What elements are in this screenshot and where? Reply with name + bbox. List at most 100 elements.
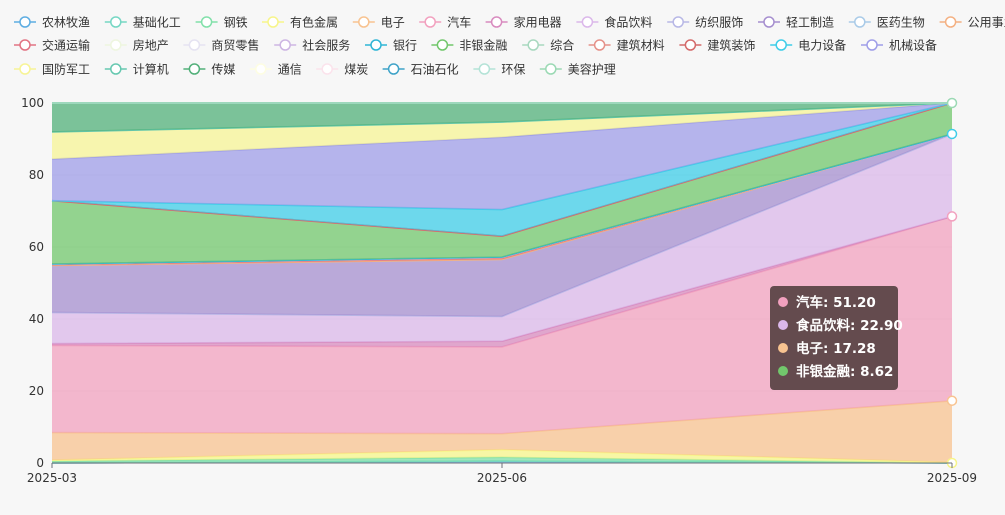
legend-item[interactable]: 环保 bbox=[473, 63, 525, 77]
tooltip-row: 汽车: 51.20 bbox=[778, 292, 890, 315]
legend-item[interactable]: 公用事业 bbox=[939, 16, 1005, 30]
legend-marker bbox=[545, 63, 557, 75]
tooltip-value: 17.28 bbox=[833, 341, 876, 357]
area-series bbox=[51, 97, 958, 469]
legend-item[interactable]: 商贸零售 bbox=[183, 38, 259, 53]
legend-item[interactable]: 石油石化 bbox=[382, 63, 459, 77]
legend-marker bbox=[188, 39, 201, 51]
hover-marker bbox=[946, 211, 958, 222]
area-轻工制造 bbox=[52, 134, 952, 317]
area-传媒 bbox=[52, 103, 952, 132]
area-钢铁 bbox=[52, 457, 952, 463]
y-tick-label: 20 bbox=[29, 384, 44, 398]
legend-label: 通信 bbox=[278, 63, 302, 77]
legend-marker bbox=[424, 16, 436, 28]
area-电子 bbox=[52, 400, 952, 463]
legend-item[interactable]: 社会服务 bbox=[274, 38, 350, 53]
legend-label: 基础化工 bbox=[133, 16, 181, 30]
legend-marker bbox=[19, 16, 31, 28]
legend-label: 纺织服饰 bbox=[695, 16, 743, 30]
legend-marker bbox=[267, 16, 279, 28]
y-tick-label: 100 bbox=[21, 96, 44, 110]
legend-label: 有色金属 bbox=[290, 15, 338, 30]
tooltip-dot bbox=[778, 343, 788, 353]
area-食品饮料 bbox=[52, 134, 952, 344]
legend-item[interactable]: 建筑装饰 bbox=[679, 38, 755, 53]
legend-label: 环保 bbox=[501, 63, 525, 77]
line-电子 bbox=[51, 399, 953, 435]
x-tick-label: 2025-06 bbox=[477, 471, 527, 485]
legend-label: 建筑材料 bbox=[617, 38, 665, 53]
legend-label: 钢铁 bbox=[224, 16, 248, 30]
legend-label: 轻工制造 bbox=[786, 16, 834, 30]
legend-item[interactable]: 轻工制造 bbox=[758, 16, 834, 30]
legend-label: 非银金融 bbox=[459, 38, 507, 53]
legend-item[interactable]: 基础化工 bbox=[104, 16, 181, 30]
legend-item[interactable]: 非银金融 bbox=[431, 38, 507, 53]
tooltip-row: 食品饮料: 22.90 bbox=[778, 315, 903, 338]
legend-item[interactable]: 通信 bbox=[249, 63, 302, 77]
legend[interactable]: 农林牧渔 基础化工 钢铁 有色金属 电子 汽车 家用电器 食品饮料 纺织服饰 轻工制造 医药生物 公用… bbox=[14, 15, 1005, 77]
legend-marker bbox=[358, 16, 370, 28]
legend-label: 食品饮料 bbox=[604, 15, 652, 30]
legend-item[interactable]: 煤炭 bbox=[316, 63, 368, 77]
hover-marker bbox=[946, 395, 958, 406]
legend-label: 电力设备 bbox=[798, 39, 846, 53]
legend-marker bbox=[490, 16, 503, 28]
hover-marker bbox=[946, 128, 958, 140]
tooltip-label: 食品饮料 bbox=[796, 318, 850, 334]
legend-marker bbox=[478, 63, 491, 75]
legend-marker bbox=[387, 63, 400, 75]
legend-item[interactable]: 家用电器 bbox=[485, 15, 562, 30]
legend-item[interactable]: 交通运输 bbox=[14, 38, 90, 53]
legend-marker bbox=[321, 63, 333, 75]
legend-item[interactable]: 钢铁 bbox=[195, 16, 248, 30]
legend-label: 汽车 bbox=[447, 15, 471, 30]
legend-marker bbox=[527, 39, 539, 51]
legend-item[interactable]: 国防军工 bbox=[14, 62, 90, 77]
tooltip-label: 电子 bbox=[796, 341, 823, 357]
legend-item[interactable]: 电力设备 bbox=[770, 39, 846, 53]
legend-item[interactable]: 电子 bbox=[352, 16, 405, 30]
x-tick-label: 2025-03 bbox=[27, 471, 77, 485]
legend-marker bbox=[19, 39, 31, 51]
legend-label: 计算机 bbox=[133, 62, 169, 77]
legend-item[interactable]: 医药生物 bbox=[848, 16, 925, 30]
y-tick-label: 40 bbox=[29, 312, 44, 326]
area-有色金属 bbox=[52, 449, 952, 463]
legend-item[interactable]: 食品饮料 bbox=[576, 15, 652, 30]
legend-item[interactable]: 计算机 bbox=[104, 62, 169, 77]
legend-item[interactable]: 传媒 bbox=[183, 62, 235, 77]
legend-label: 医药生物 bbox=[877, 16, 925, 30]
legend-label: 商贸零售 bbox=[211, 38, 259, 53]
legend-item[interactable]: 有色金属 bbox=[262, 15, 338, 30]
legend-label: 传媒 bbox=[211, 62, 235, 77]
legend-item[interactable]: 汽车 bbox=[419, 15, 471, 30]
legend-item[interactable]: 房地产 bbox=[104, 38, 169, 53]
legend-marker bbox=[763, 16, 775, 28]
legend-label: 房地产 bbox=[133, 38, 169, 53]
legend-label: 国防军工 bbox=[42, 62, 90, 77]
tooltip-dot bbox=[778, 297, 788, 307]
legend-marker bbox=[370, 39, 382, 51]
legend-marker bbox=[19, 63, 31, 75]
y-tick-label: 60 bbox=[29, 240, 44, 254]
area-非银金融 bbox=[52, 103, 952, 265]
legend-label: 石油石化 bbox=[411, 63, 459, 77]
legend-item[interactable]: 银行 bbox=[365, 39, 417, 53]
legend-marker bbox=[854, 16, 866, 28]
legend-label: 综合 bbox=[550, 38, 574, 53]
tooltip-dot bbox=[778, 320, 788, 330]
legend-item[interactable]: 综合 bbox=[522, 38, 574, 53]
tooltip-value: 51.20 bbox=[833, 295, 876, 311]
legend-item[interactable]: 农林牧渔 bbox=[14, 16, 90, 30]
legend-item[interactable]: 建筑材料 bbox=[588, 38, 665, 53]
legend-item[interactable]: 纺织服饰 bbox=[667, 16, 743, 30]
legend-label: 电子 bbox=[381, 16, 405, 30]
area-机械设备 bbox=[52, 103, 952, 210]
legend-item[interactable]: 机械设备 bbox=[861, 38, 937, 53]
y-tick-label: 80 bbox=[29, 168, 44, 182]
legend-marker bbox=[944, 16, 957, 28]
legend-item[interactable]: 美容护理 bbox=[539, 62, 616, 77]
legend-marker bbox=[188, 63, 201, 75]
